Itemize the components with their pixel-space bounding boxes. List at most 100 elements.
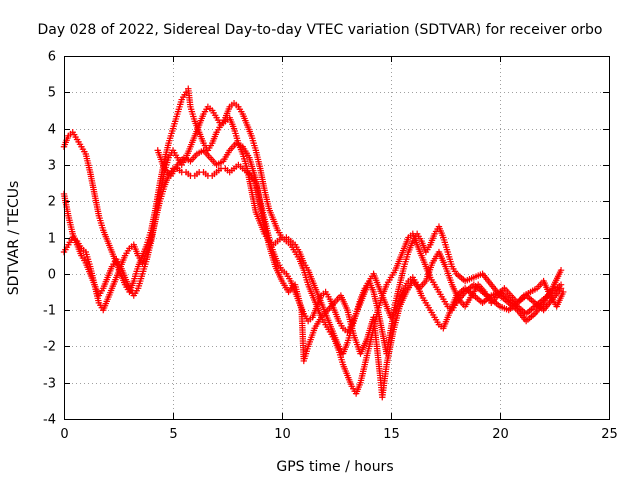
interpolated-points [445,305,455,319]
interpolated-points [554,290,566,308]
interpolated-points [253,178,266,217]
interpolated-points [266,207,276,221]
interpolated-points [227,116,237,130]
interpolated-points [424,302,432,311]
interpolated-points [476,283,487,294]
interpolated-points [363,280,371,290]
interpolated-points [384,276,393,286]
interpolated-points [87,272,97,286]
interpolated-points [541,279,553,297]
interpolated-points [75,240,84,250]
data-point [560,288,567,296]
interpolated-points [358,287,368,301]
interpolated-points [152,193,163,221]
interpolated-points [236,106,245,115]
interpolated-points [533,301,546,316]
interpolated-points [240,153,250,170]
y-tick-labels: -4 -3 -2 -1 0 1 2 3 4 5 6 [43,50,56,428]
interpolated-points [331,338,342,352]
interpolated-points [195,148,205,156]
interpolated-points [419,254,429,268]
interpolated-points [450,302,459,311]
interpolated-points [524,311,537,323]
interpolated-points [171,149,180,159]
interpolated-points [293,251,302,261]
interpolated-points [222,105,233,119]
interpolated-points [298,309,307,362]
interpolated-points [432,283,441,293]
y-tick-label: 6 [48,50,56,65]
interpolated-points [155,149,167,170]
interpolated-points [188,152,199,163]
interpolated-points [286,283,297,294]
interpolated-points [284,273,293,282]
interpolated-points [136,254,145,264]
interpolated-points [187,106,198,123]
grid-lines [64,56,609,419]
chart-title: Day 028 of 2022, Sidereal Day-to-day VTE… [38,22,603,38]
y-axis-label: SDTVAR / TECUs [6,181,22,296]
interpolated-points [436,225,446,239]
interpolated-points [301,345,311,362]
interpolated-points [249,135,259,152]
interpolated-points [454,272,467,283]
interpolated-points [323,312,333,326]
interpolated-points [179,91,188,101]
interpolated-points [515,294,526,305]
interpolated-points [214,124,223,134]
interpolated-points [397,287,407,301]
interpolated-points [162,167,173,178]
interpolated-points [401,236,411,250]
y-tick-label: 4 [48,123,56,138]
interpolated-points [201,106,210,115]
interpolated-points [206,142,214,152]
interpolated-points [132,287,140,297]
interpolated-points [122,276,132,290]
interpolated-points [166,149,175,159]
interpolated-points [65,214,76,235]
interpolated-points [170,113,180,130]
interpolated-points [201,148,212,160]
interpolated-points [182,155,192,164]
interpolated-points [246,156,259,181]
interpolated-points [507,301,519,312]
interpolated-points [105,240,115,254]
interpolated-points [535,279,546,290]
interpolated-points [219,116,228,126]
y-tick-label: 1 [48,232,56,247]
interpolated-points [105,265,115,279]
interpolated-points [449,294,459,308]
interpolated-points [70,131,79,141]
interpolated-points [323,323,332,333]
series-trace-a [60,85,565,397]
interpolated-points [502,286,513,297]
y-tick-label: -1 [43,304,56,319]
interpolated-points [402,280,411,290]
interpolated-points [417,279,428,290]
interpolated-points [340,363,350,377]
interpolated-points [240,145,252,159]
interpolated-points [424,243,432,253]
interpolated-points [428,309,437,319]
interpolated-points [436,250,448,268]
interpolated-points [397,265,407,286]
interpolated-points [326,301,336,312]
interpolated-points [331,309,342,323]
interpolated-points [273,265,285,283]
interpolated-points [301,269,311,286]
interpolated-points [183,145,193,159]
interpolated-points [231,127,241,144]
interpolated-points [383,330,396,366]
interpolated-points [297,250,307,264]
interpolated-points [550,268,564,290]
interpolated-points [61,134,71,148]
interpolated-points [310,280,320,293]
interpolated-points [66,236,75,246]
interpolated-points [406,240,416,254]
series-trace-c [60,99,565,357]
interpolated-points [118,272,128,286]
interpolated-points [105,287,115,301]
interpolated-points [74,243,84,257]
interpolated-points [100,276,110,290]
